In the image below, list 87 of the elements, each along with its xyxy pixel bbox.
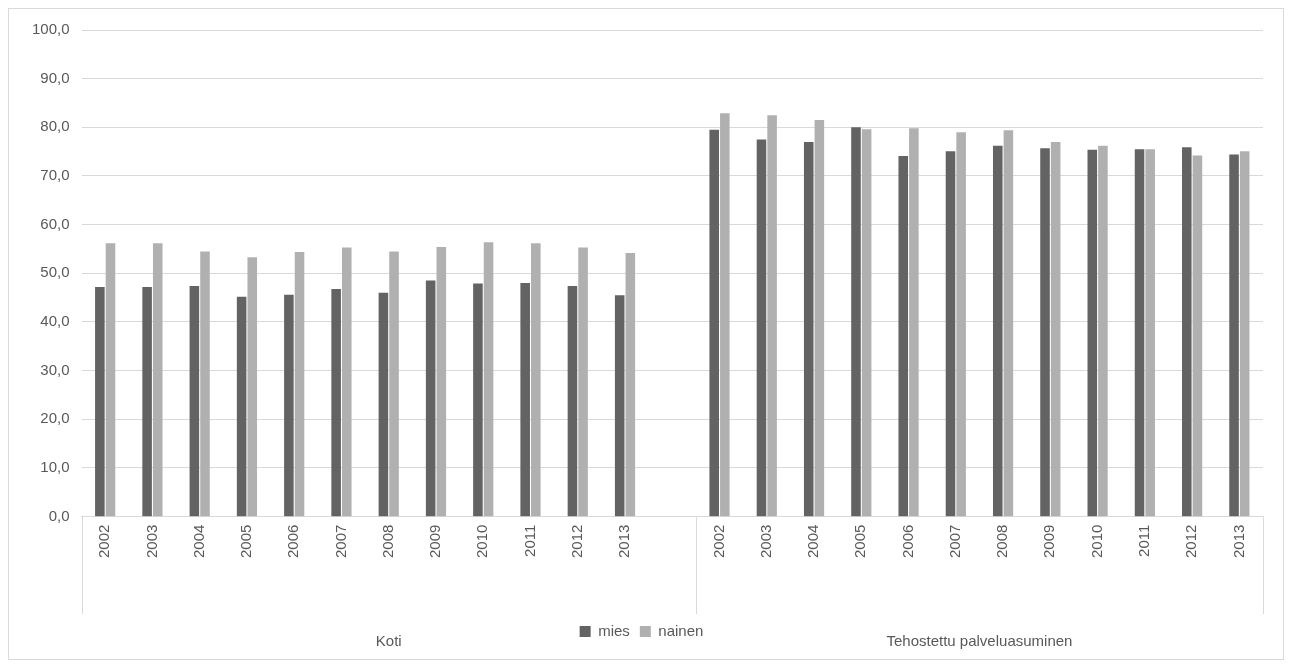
bar — [720, 113, 730, 517]
bar — [189, 285, 200, 517]
bar — [1182, 147, 1192, 517]
bar — [1192, 155, 1203, 517]
bar — [473, 283, 483, 517]
x-tick-label: 2013 — [1229, 524, 1247, 559]
y-tick-label: 80,0 — [40, 117, 70, 135]
bar — [341, 247, 352, 517]
bar — [814, 120, 825, 517]
bar — [378, 292, 389, 517]
bar — [142, 286, 152, 517]
x-tick-label: 2005 — [237, 524, 255, 559]
bar — [1040, 148, 1050, 517]
x-tick-label: 2004 — [804, 524, 822, 559]
x-tick-label: 2012 — [567, 524, 585, 559]
bar — [331, 288, 341, 517]
bar — [1239, 151, 1250, 517]
y-tick-label: 10,0 — [40, 458, 70, 476]
x-tick-label: 2007 — [945, 524, 963, 559]
x-tick-label: 2012 — [1182, 524, 1200, 559]
bar — [567, 285, 578, 517]
bar — [284, 294, 294, 517]
bar — [1003, 130, 1014, 517]
x-tick-label: 2006 — [898, 524, 916, 559]
bar — [95, 286, 105, 517]
bar — [200, 251, 210, 517]
y-tick-label: 100,0 — [31, 20, 70, 38]
y-tick-label: 30,0 — [40, 360, 70, 378]
x-tick-label: 2003 — [756, 524, 774, 559]
bar — [614, 295, 625, 517]
bar — [909, 128, 919, 517]
x-tick-label: 2009 — [1040, 524, 1058, 559]
bar — [898, 156, 909, 517]
bar — [756, 139, 767, 517]
bar — [436, 247, 447, 517]
bar — [105, 243, 116, 517]
bar — [803, 141, 814, 517]
legend-label: mies — [598, 621, 630, 639]
bar — [1145, 149, 1155, 517]
bar — [520, 283, 530, 517]
y-tick-label: 0,0 — [48, 506, 70, 524]
bar — [578, 247, 588, 517]
bar — [861, 129, 872, 517]
bar — [956, 132, 966, 517]
bar — [625, 252, 636, 517]
y-tick-label: 70,0 — [40, 166, 70, 184]
x-tick-label: 2003 — [142, 524, 160, 559]
x-tick-label: 2002 — [95, 524, 113, 559]
bar — [709, 129, 719, 517]
x-tick-label: 2011 — [520, 524, 538, 557]
x-tick-label: 2004 — [189, 524, 207, 559]
x-tick-label: 2010 — [1087, 524, 1105, 559]
bar — [851, 127, 861, 517]
x-tick-label: 2010 — [473, 524, 491, 559]
legend-label: nainen — [658, 621, 704, 639]
x-tick-label: 2013 — [615, 524, 633, 559]
y-tick-label: 90,0 — [40, 68, 70, 86]
bar — [152, 243, 163, 517]
bar — [767, 115, 777, 517]
x-tick-label: 2008 — [378, 524, 396, 559]
bar — [483, 242, 494, 517]
x-tick-label: 2005 — [851, 524, 869, 559]
x-tick-label: 2007 — [331, 524, 349, 559]
y-tick-label: 20,0 — [40, 409, 70, 427]
bar — [294, 251, 305, 517]
x-tick-label: 2002 — [709, 524, 727, 559]
y-tick-label: 50,0 — [40, 263, 70, 281]
text: Koti — [375, 632, 402, 650]
x-tick-label: 2008 — [993, 524, 1011, 559]
bar — [425, 280, 436, 517]
bar — [1087, 149, 1098, 517]
bar — [1050, 141, 1061, 517]
x-tick-label: 2009 — [426, 524, 444, 559]
bar — [1134, 149, 1145, 517]
bar — [992, 145, 1003, 517]
bar — [1229, 154, 1239, 517]
bar — [945, 151, 956, 517]
x-tick-label: 2011 — [1134, 524, 1152, 557]
bar — [247, 257, 258, 517]
bar — [389, 251, 399, 517]
y-tick-label: 40,0 — [40, 312, 70, 330]
text: Tehostettu palveluasuminen — [886, 632, 1073, 650]
bar — [1098, 145, 1108, 517]
bar — [236, 296, 247, 517]
y-tick-label: 60,0 — [40, 214, 70, 232]
x-tick-label: 2006 — [284, 524, 302, 559]
bar — [531, 243, 541, 517]
